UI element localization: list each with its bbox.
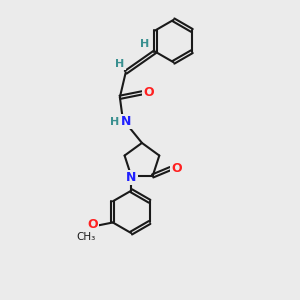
Text: O: O xyxy=(143,86,154,99)
Text: H: H xyxy=(140,39,149,49)
Text: N: N xyxy=(121,115,131,128)
Text: CH₃: CH₃ xyxy=(76,232,95,242)
Text: N: N xyxy=(126,171,136,184)
Text: H: H xyxy=(115,59,124,69)
Text: O: O xyxy=(87,218,98,231)
Text: O: O xyxy=(171,162,181,175)
Text: H: H xyxy=(110,117,119,127)
